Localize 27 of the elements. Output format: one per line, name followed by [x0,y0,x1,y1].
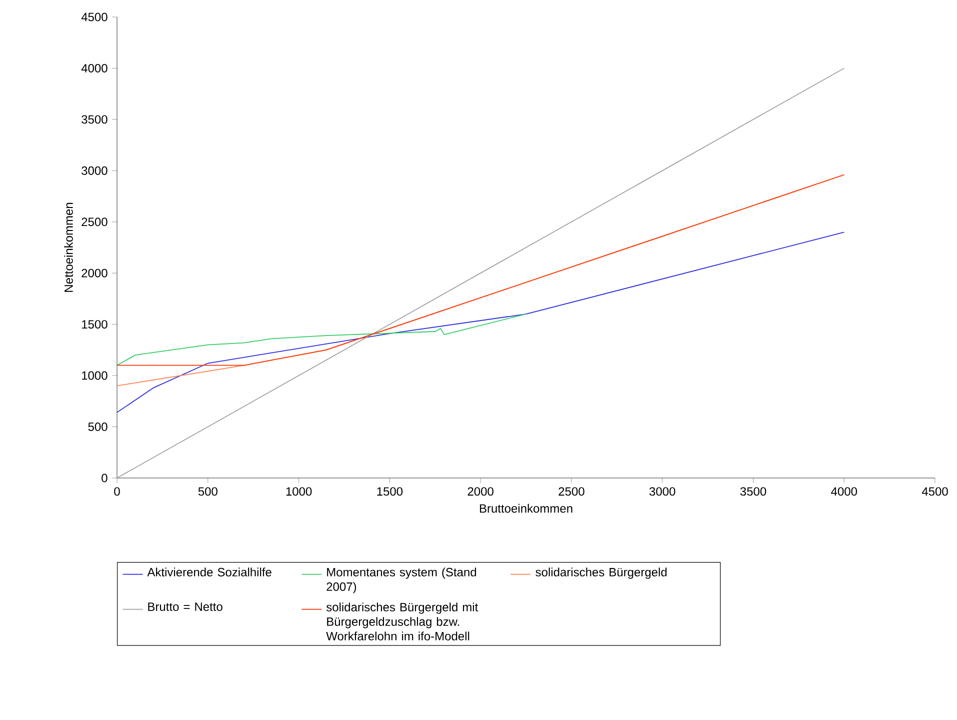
x-tick-label: 4000 [831,487,857,496]
y-tick-label: 4500 [81,12,108,22]
legend-label: solidarisches Bürgergeld [536,568,667,579]
y-tick-label: 2000 [82,268,108,278]
x-tick-label: 2000 [468,487,494,496]
legend-label: Brutto = Netto [148,602,222,611]
y-tick-label: 3000 [82,166,108,175]
y-tick-label: 4000 [81,64,108,72]
y-tick-label: 500 [88,422,108,432]
y-tick-label: 3500 [82,115,108,124]
x-tick-label: 500 [198,487,218,496]
x-axis-title: Bruttoeinkommen [480,504,572,513]
legend-label: Momentanes system (Stand 2007) [326,568,476,594]
legend-label: Aktivierende Sozialhilfe [147,568,272,576]
x-tick-label: 0 [114,487,120,496]
x-tick-label: 1500 [377,487,403,496]
x-tick-label: 3000 [649,487,676,496]
x-tick-label: 4500 [922,487,948,496]
y-tick-label: 2500 [82,218,108,226]
y-tick-label: 1000 [82,371,108,380]
x-tick-label: 3500 [740,487,766,496]
y-axis-title: Nettoeinkommen [64,202,73,292]
legend-label: solidarisches Bürgergeld mit Bürgergeldzuschlag bzw. Workfarelohn im ifo-Modell [326,602,478,640]
x-tick-label: 1000 [286,487,312,496]
y-tick-label: 0 [102,474,108,482]
x-tick-label: 2500 [558,487,584,496]
y-tick-label: 1500 [82,320,108,329]
